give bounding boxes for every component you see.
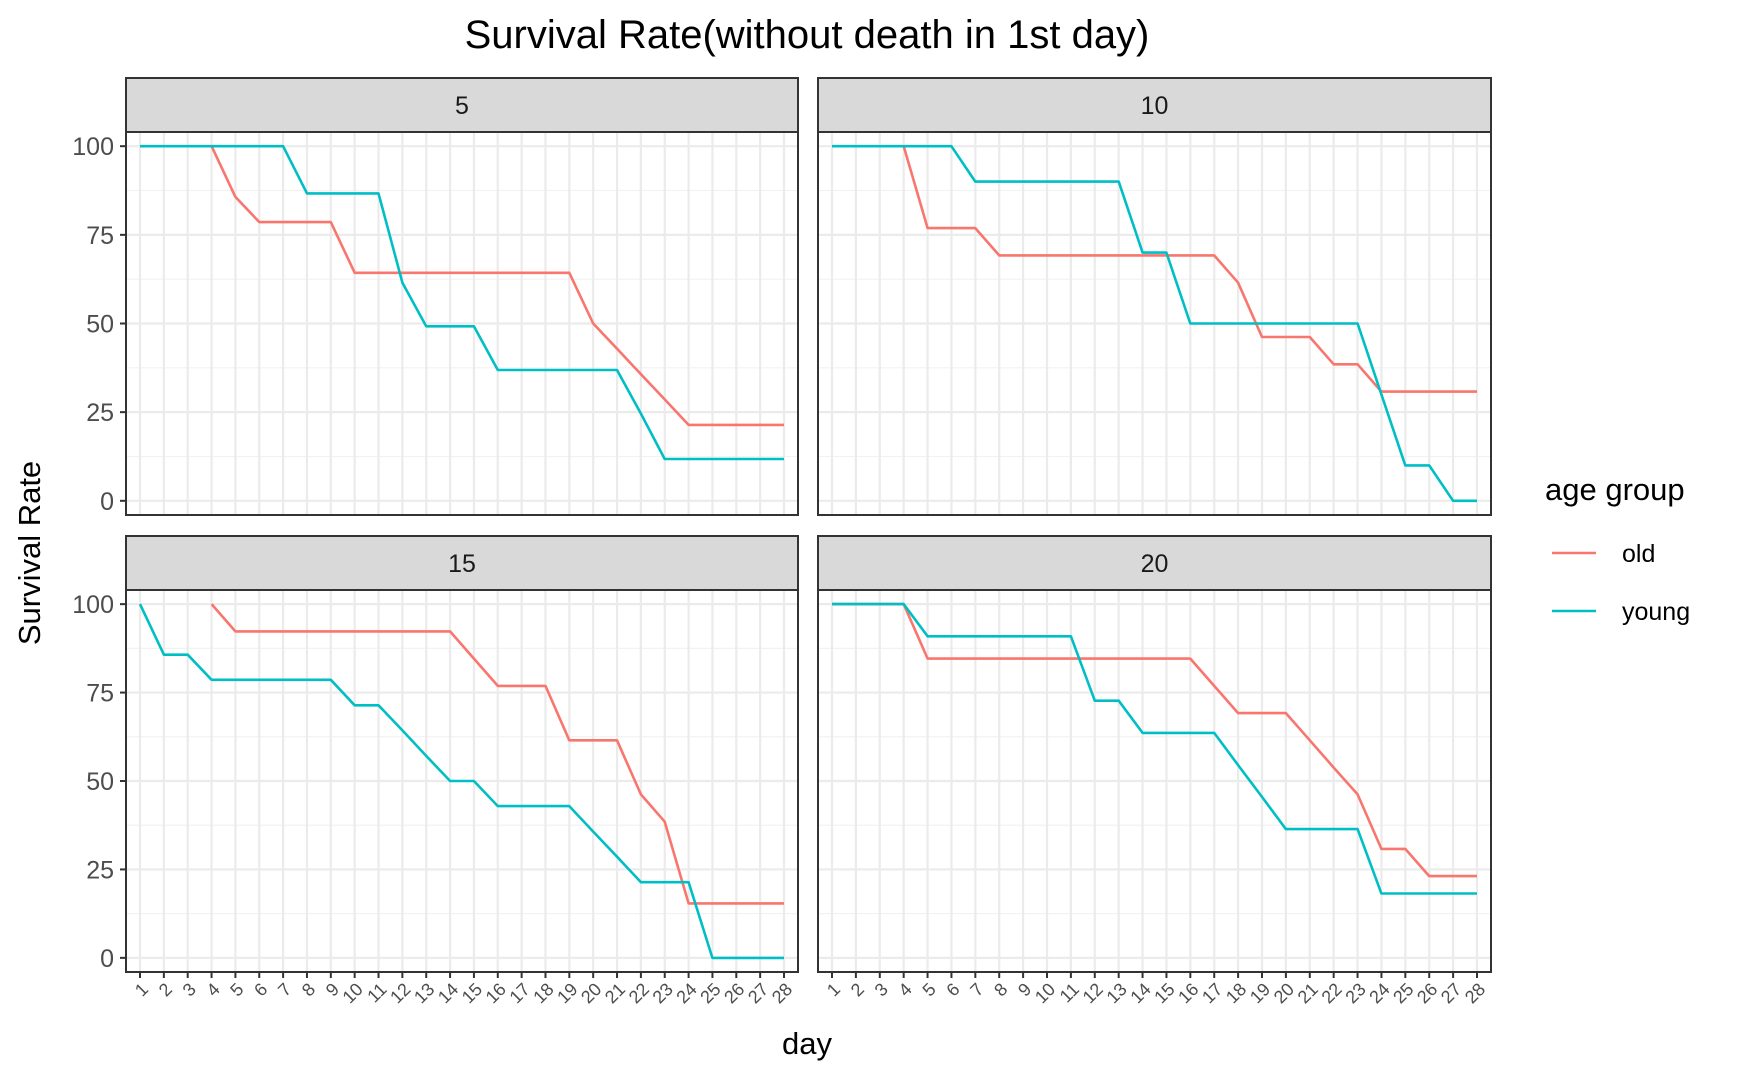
y-tick-label: 75: [86, 222, 114, 250]
legend-item-young: young: [1552, 598, 1690, 626]
series-line-old: [210, 145, 784, 427]
y-tick-label: 0: [100, 945, 114, 973]
y-tick-label: 50: [86, 768, 114, 796]
y-tick-label: 50: [86, 311, 114, 339]
series-line-young: [140, 144, 784, 461]
facet-strip-label: 20: [1141, 550, 1169, 578]
x-axis-title: day: [782, 1026, 832, 1061]
series-line-young: [832, 144, 1477, 503]
y-tick-label: 25: [86, 856, 114, 884]
facet-strip-background: [125, 535, 799, 591]
y-axis-title: Survival Rate: [12, 461, 47, 645]
chart-title: Survival Rate(without death in 1st day): [465, 13, 1150, 57]
y-tick-label: 100: [72, 133, 114, 161]
y-tick-label: 25: [86, 399, 114, 427]
series-line-old: [210, 603, 784, 905]
facet-strip-background: [817, 535, 1492, 591]
legend-label-old: old: [1622, 540, 1655, 568]
series-line-young: [832, 602, 1477, 895]
panel-border: [817, 589, 1492, 973]
y-tick-label: 100: [72, 591, 114, 619]
legend-label-young: young: [1622, 598, 1690, 626]
panel-border: [817, 131, 1492, 516]
facet-strip-label: 15: [448, 550, 476, 578]
y-tick-label: 75: [86, 680, 114, 708]
facet-strip-background: [125, 77, 799, 133]
legend: age group old young: [1545, 472, 1690, 626]
facet-strip-label: 5: [455, 92, 469, 120]
facet-strip-background: [817, 77, 1492, 133]
series-line-old: [832, 602, 1477, 878]
legend-title: age group: [1545, 472, 1685, 507]
facet-panel-10: 10: [817, 77, 1492, 516]
y-tick-label: 0: [100, 488, 114, 516]
facet-strip-label: 10: [1141, 92, 1169, 120]
series-line-young: [138, 603, 784, 960]
legend-item-old: old: [1552, 540, 1655, 568]
